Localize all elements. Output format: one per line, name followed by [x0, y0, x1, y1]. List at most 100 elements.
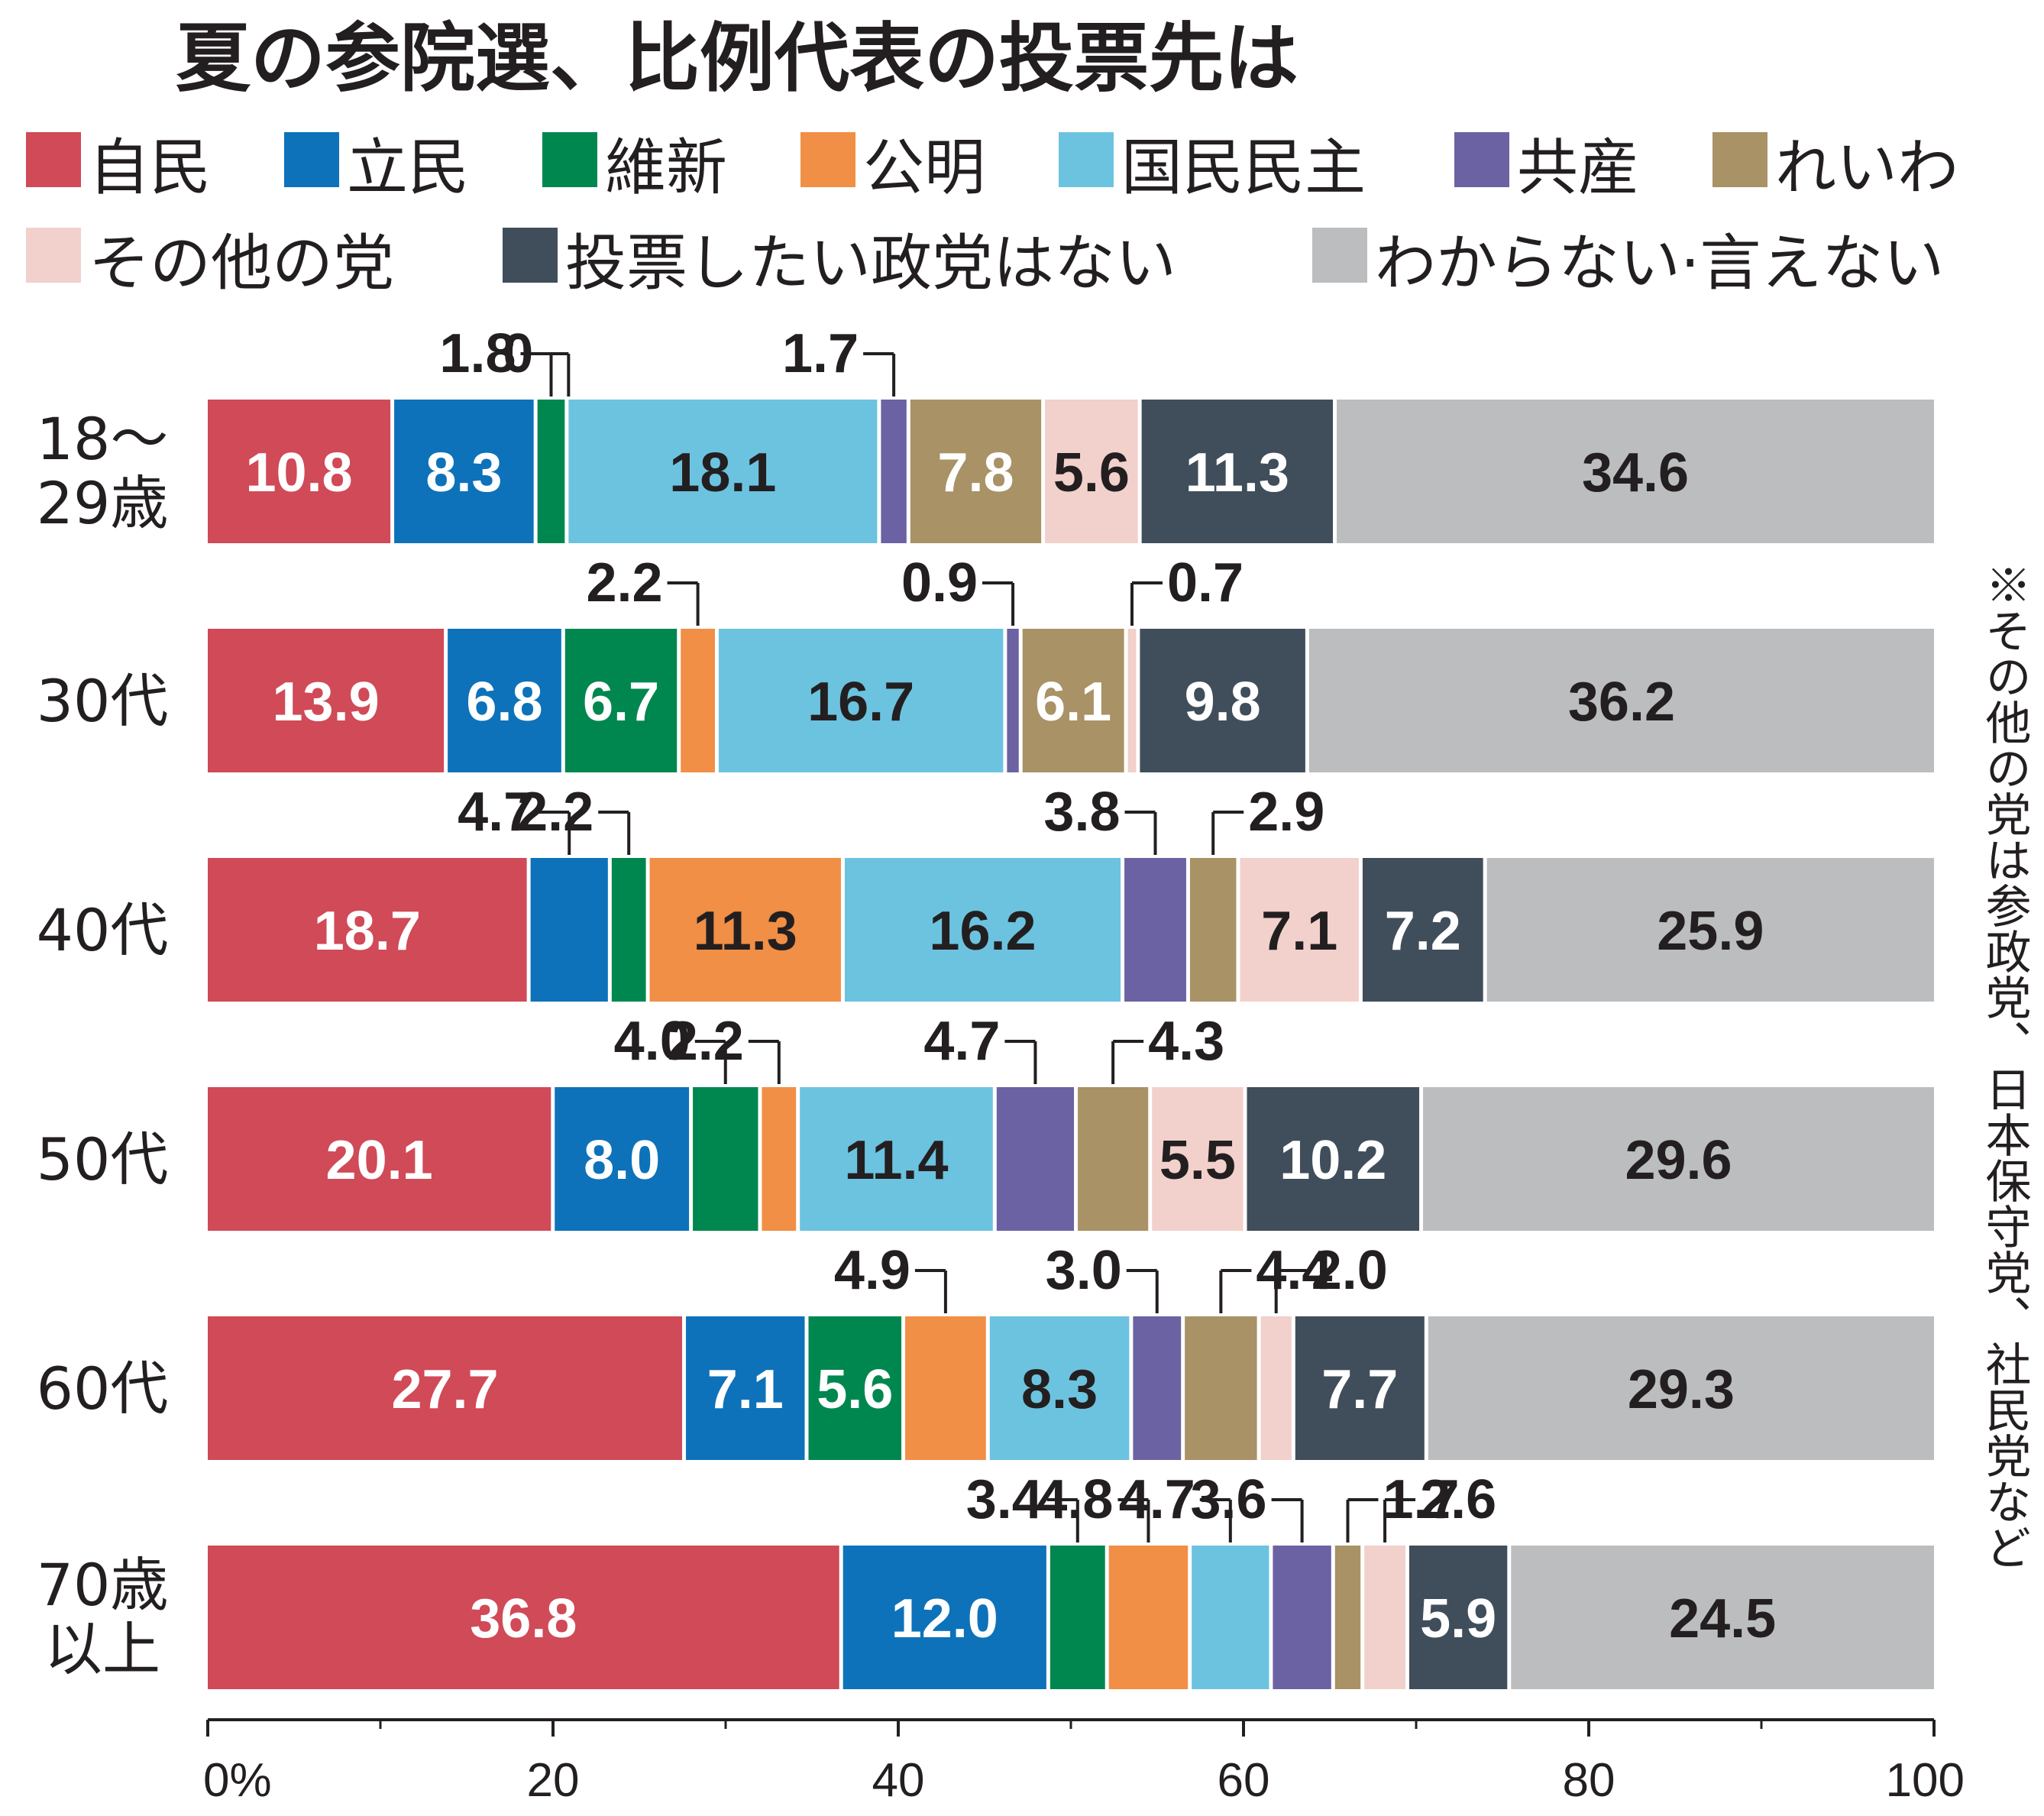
bar-segment: [208, 400, 391, 543]
bar-segment: [611, 858, 646, 1002]
legend-swatch: [542, 132, 597, 187]
bar-segment: [1364, 1546, 1405, 1689]
legend-swatch: [26, 132, 81, 187]
legend-item: 投票したい政党はない: [503, 228, 1176, 299]
data-label: 18.7: [314, 901, 421, 962]
bar-segment: [568, 400, 878, 543]
bar-segment: [1185, 1316, 1257, 1460]
callout-label: 4.9: [834, 1240, 910, 1301]
legend-swatch: [1059, 132, 1114, 187]
callout-label: 3.6: [1191, 1469, 1267, 1530]
tick-label: 60: [1218, 1754, 1270, 1807]
data-label: 11.4: [844, 1130, 948, 1191]
bar-segment: [1141, 400, 1334, 543]
bar-segment: [1247, 1087, 1420, 1231]
category-label: 60代: [37, 1355, 169, 1423]
data-label: 8.3: [1021, 1359, 1098, 1420]
data-label: 13.9: [272, 672, 379, 733]
legend-label: 共産: [1517, 132, 1639, 203]
data-label: 12.0: [891, 1588, 998, 1649]
legend-label: 自民: [89, 132, 211, 203]
callout-label: 2.0: [1311, 1240, 1388, 1301]
bar-segment: [1022, 629, 1124, 772]
data-label: 10.2: [1279, 1130, 1386, 1191]
bar-row: 18～ 29歳 10.8 8.3 1.80 18.11.7 7.8 5.6 11.3 34.6: [37, 323, 1934, 543]
tick-label: 40: [872, 1754, 925, 1807]
data-label: 7.1: [707, 1359, 784, 1420]
tick-label: 100: [1886, 1754, 1965, 1807]
bar-segment: [1511, 1546, 1934, 1689]
legend-item: 公明: [800, 132, 985, 203]
legend-swatch: [1312, 228, 1367, 283]
data-label: 29.3: [1628, 1359, 1735, 1420]
data-label: 7.8: [937, 442, 1014, 503]
legend-label: 立民: [347, 132, 469, 203]
callout-label: 0: [503, 323, 533, 384]
legend-label: わからない·言えない: [1375, 228, 1944, 299]
bar-segment: [843, 1546, 1046, 1689]
bar-segment: [1045, 400, 1138, 543]
callout-label: 2.6: [1420, 1469, 1496, 1530]
data-label: 7.7: [1321, 1359, 1398, 1420]
bar-segment: [555, 1087, 690, 1231]
bar-segment: [1273, 1546, 1331, 1689]
data-label: 8.0: [584, 1130, 660, 1191]
bar-segment: [1133, 1316, 1182, 1460]
bar-segment: [649, 858, 841, 1002]
bar-segment: [1140, 629, 1305, 772]
bar-segment: [1423, 1087, 1934, 1231]
bar-segment: [693, 1087, 758, 1231]
legend-label: 公明: [863, 132, 985, 203]
data-label: 18.1: [669, 442, 776, 503]
callout-label: 4.3: [1148, 1011, 1224, 1072]
bar-segment: [1260, 1316, 1292, 1460]
bar-segment: [1362, 858, 1483, 1002]
data-label: 6.8: [466, 672, 542, 733]
callout-label: 1.8: [439, 323, 516, 384]
legend-swatch: [26, 228, 81, 283]
legend-label: 維新: [605, 132, 727, 203]
bar-row: 40代 18.7 4.72.2 11.3 16.23.8 2.9 7.1 7.2 25.9: [37, 782, 1934, 1002]
bar-segment: [905, 1316, 986, 1460]
callout-label: 3.0: [1046, 1240, 1122, 1301]
data-label: 36.8: [470, 1588, 577, 1649]
bar-segment: [1007, 629, 1019, 772]
bar-segment: [910, 400, 1042, 543]
bar-segment: [1192, 1546, 1269, 1689]
legend-swatch: [1454, 132, 1509, 187]
data-label: 25.9: [1657, 901, 1764, 962]
callout-label: 2.9: [1248, 782, 1324, 843]
bars: 18～ 29歳 10.8 8.3 1.80 18.11.7 7.8 5.6 11.3 34.6 30…: [37, 323, 1934, 1689]
x-axis: 0% 20 40 60 80 100: [203, 1718, 1965, 1807]
legend-label: 投票したい政党はない: [565, 228, 1176, 299]
bar-segment: [1334, 1546, 1361, 1689]
bar-row: 70歳以上 36.8 12.03.44.8 4.73.6 1.72.65.9 24.5: [37, 1469, 1934, 1689]
bar-segment: [1428, 1316, 1934, 1460]
legend-item: その他の党: [26, 228, 394, 299]
data-label: 36.2: [1568, 672, 1675, 733]
callout-label: 0.9: [901, 552, 978, 613]
legend-item: れいわ: [1712, 132, 1958, 203]
bar-segment: [1308, 629, 1934, 772]
legend-label: 国民民主: [1121, 132, 1366, 203]
bar-row: 50代 20.1 8.0 4.02.2 11.4 4.7 4.3 5.5 10.2 29.6: [37, 1011, 1934, 1231]
data-label: 34.6: [1582, 442, 1689, 503]
data-label: 16.7: [807, 672, 914, 733]
legend-item: 維新: [542, 132, 727, 203]
tick-label: 0%: [203, 1754, 272, 1807]
tick-label: 80: [1563, 1754, 1615, 1807]
bar-segment: [1295, 1316, 1425, 1460]
bar-segment: [208, 1546, 839, 1689]
callout-label: 3.8: [1043, 782, 1120, 843]
legend-item: わからない·言えない: [1312, 228, 1944, 299]
data-label: 8.3: [425, 442, 502, 503]
bar-segment: [1152, 1087, 1244, 1231]
category-label: 30代: [37, 667, 169, 735]
bar-row: 30代 13.9 6.8 6.7 2.2 16.7 0.9 6.1 0.7 9.8 36.2: [37, 552, 1934, 772]
bar-segment: [208, 1087, 551, 1231]
bar-segment: [881, 400, 907, 543]
bar-segment: [800, 1087, 993, 1231]
bar-segment: [530, 858, 608, 1002]
